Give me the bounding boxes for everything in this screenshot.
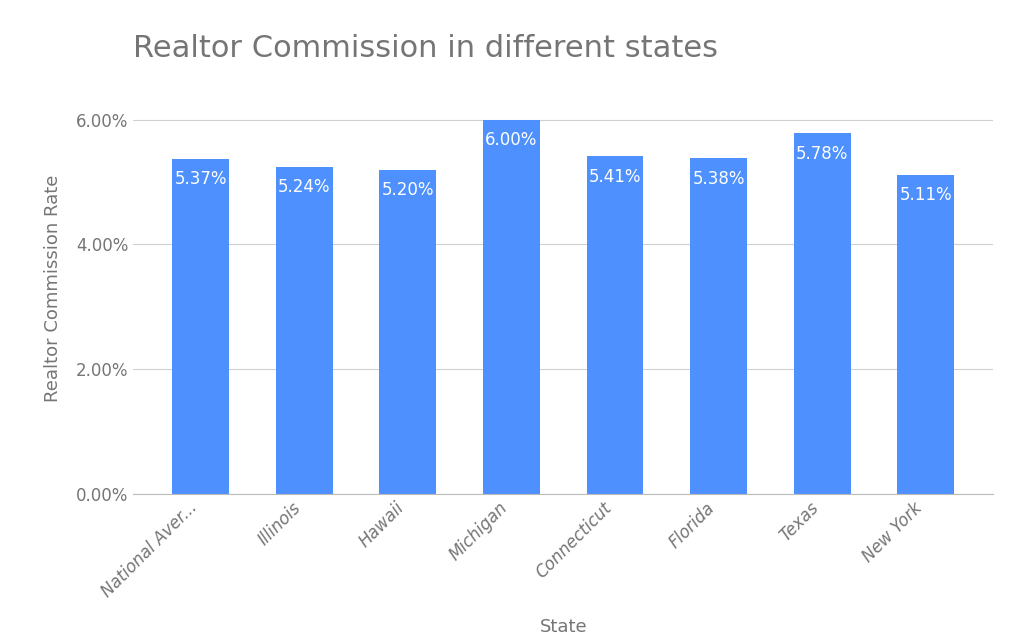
Bar <box>690 158 748 494</box>
Text: 5.38%: 5.38% <box>692 170 744 187</box>
Bar <box>897 175 954 494</box>
Text: 6.00%: 6.00% <box>485 131 538 149</box>
Bar <box>172 159 229 494</box>
Text: 5.24%: 5.24% <box>279 179 331 196</box>
Text: 5.78%: 5.78% <box>796 144 848 163</box>
Bar <box>379 170 436 494</box>
Text: 5.37%: 5.37% <box>174 170 227 188</box>
Y-axis label: Realtor Commission Rate: Realtor Commission Rate <box>44 174 61 402</box>
Text: 5.41%: 5.41% <box>589 168 641 185</box>
X-axis label: State: State <box>540 618 587 633</box>
Text: 5.11%: 5.11% <box>899 186 952 204</box>
Bar <box>483 120 540 494</box>
Text: Realtor Commission in different states: Realtor Commission in different states <box>133 34 718 63</box>
Text: 5.20%: 5.20% <box>382 181 434 199</box>
Bar <box>587 156 643 494</box>
Bar <box>275 167 333 494</box>
Bar <box>794 134 851 494</box>
